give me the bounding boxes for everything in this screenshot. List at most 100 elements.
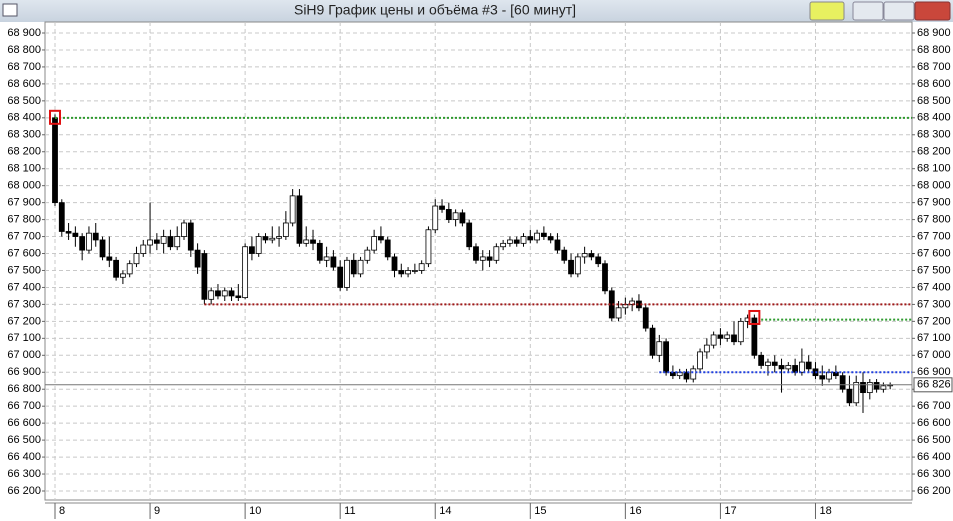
candle-body — [235, 295, 242, 299]
y-tick-label: 67 800 — [917, 213, 951, 225]
candle-body — [242, 246, 249, 299]
y-tick-label: 68 700 — [7, 61, 41, 73]
minimize-button[interactable] — [852, 1, 884, 21]
candle-body — [303, 239, 310, 244]
candle-body — [276, 236, 282, 239]
y-tick-label: 68 100 — [7, 163, 41, 175]
candle-body — [215, 290, 221, 297]
candle-body — [588, 253, 595, 258]
candle-body — [126, 263, 133, 275]
window-icon[interactable] — [2, 3, 18, 17]
candle-body — [269, 237, 276, 241]
candle-body — [194, 249, 201, 268]
candle-body — [724, 334, 731, 339]
candle-body — [568, 259, 574, 275]
candle-body — [330, 256, 337, 268]
link-button[interactable] — [809, 1, 845, 21]
candle-body — [717, 334, 724, 339]
y-tick-label: 66 400 — [917, 451, 951, 463]
candle-body — [208, 290, 215, 300]
y-tick-label: 66 600 — [917, 417, 951, 429]
candle-body — [459, 212, 466, 224]
candle-body — [411, 270, 418, 272]
candle-body — [486, 256, 493, 261]
candle-body — [846, 388, 853, 404]
maximize-button[interactable] — [883, 1, 915, 21]
candle-body — [187, 222, 194, 251]
candle-body — [425, 229, 432, 265]
candle-body — [642, 307, 649, 329]
y-tick-label: 67 000 — [917, 349, 951, 361]
candle-body — [649, 327, 656, 356]
y-tick-label: 67 100 — [917, 332, 951, 344]
candle-body — [99, 239, 106, 258]
candle-body — [554, 239, 561, 251]
candle-body — [153, 239, 160, 244]
candle-body — [880, 385, 887, 390]
y-tick-label: 66 700 — [917, 400, 951, 412]
candle-body — [398, 270, 405, 275]
x-tick-label: 16 — [629, 505, 641, 517]
y-tick-label: 67 400 — [7, 281, 41, 293]
candle-body — [262, 236, 269, 241]
candle-body — [65, 231, 72, 234]
candle-body — [52, 117, 58, 204]
candle-body — [479, 256, 486, 261]
candle-body — [405, 270, 411, 275]
candle-body — [357, 259, 364, 275]
candle-body — [656, 341, 663, 356]
plot-area — [44, 21, 913, 501]
chart: 66 200 66 200 66 300 66 300 66 400 66 400 66 5… — [7, 22, 953, 519]
y-tick-label: 67 400 — [917, 281, 951, 293]
y-tick-label: 68 400 — [917, 112, 951, 124]
candle-body — [72, 232, 79, 237]
candle-body — [147, 239, 153, 246]
candle-body — [731, 334, 737, 343]
candle-body — [113, 259, 120, 278]
y-tick-label: 68 200 — [917, 146, 951, 158]
x-tick-label: 18 — [819, 505, 831, 517]
candle-body — [710, 334, 717, 346]
candle-body — [364, 249, 371, 261]
candle-body — [520, 236, 527, 244]
candle-body — [493, 246, 500, 261]
candle-body — [561, 249, 568, 261]
y-tick-label: 66 200 — [917, 485, 951, 497]
y-tick-label: 66 300 — [917, 468, 951, 480]
candle-body — [160, 236, 167, 244]
candle-body — [79, 236, 86, 251]
y-tick-label: 68 000 — [7, 180, 41, 192]
candle-body — [758, 354, 765, 366]
candle-body — [860, 382, 866, 394]
candle-body — [513, 239, 520, 244]
y-tick-label: 68 600 — [917, 78, 951, 90]
candle-body — [174, 236, 181, 248]
y-tick-label: 66 500 — [917, 434, 951, 446]
last-price-label: 66 826 — [917, 379, 951, 391]
y-tick-label: 68 500 — [7, 95, 41, 107]
candle-body — [629, 300, 636, 305]
candle-body — [344, 259, 350, 288]
candle-body — [527, 236, 534, 241]
y-tick-label: 67 200 — [917, 315, 951, 327]
y-tick-label: 67 000 — [7, 349, 41, 361]
y-tick-label: 66 900 — [7, 366, 41, 378]
y-tick-label: 68 800 — [917, 44, 951, 56]
candle-body — [466, 222, 473, 248]
y-tick-label: 67 800 — [7, 213, 41, 225]
candle-body — [432, 205, 439, 231]
y-tick-label: 68 300 — [917, 129, 951, 141]
candle-body — [595, 256, 602, 265]
candle-body — [615, 307, 622, 319]
y-tick-label: 66 800 — [7, 383, 41, 395]
candle-body — [507, 239, 513, 244]
candle-body — [452, 212, 459, 220]
candle-body — [547, 236, 554, 241]
candle-body — [350, 259, 357, 275]
close-button[interactable] — [914, 1, 951, 21]
candle-body — [737, 320, 744, 343]
y-tick-label: 68 800 — [7, 44, 41, 56]
candle-body — [58, 202, 65, 232]
candle-body — [391, 256, 398, 271]
candle-body — [181, 222, 187, 237]
